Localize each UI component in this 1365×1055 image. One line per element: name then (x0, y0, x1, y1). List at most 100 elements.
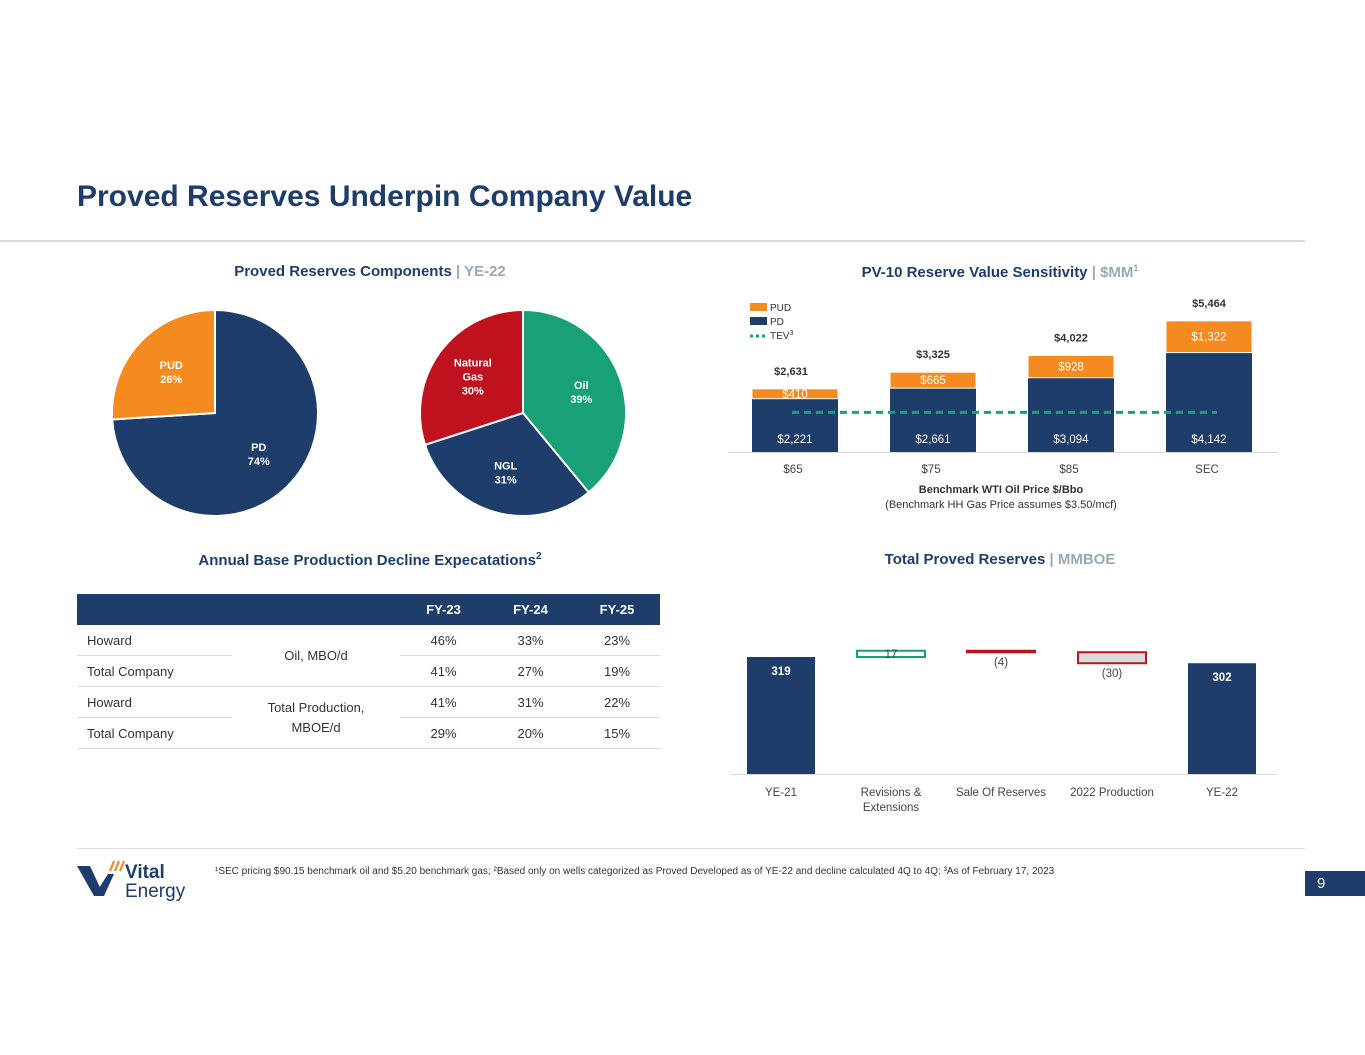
logo-accent-icon (108, 860, 116, 872)
pud-bar (1027, 354, 1115, 379)
cell-value: 19% (574, 655, 660, 687)
pd-value-label: $2,221 (777, 434, 812, 446)
legend-tev-label: TEV3 (770, 330, 793, 342)
pd-bar (752, 398, 838, 452)
cell-value: 23% (574, 625, 660, 656)
row-name: Total Company (77, 717, 232, 749)
pv10-subtitle: $MM (1100, 264, 1134, 281)
pud-value-label: $1,322 (1191, 332, 1226, 344)
commodity-slice-label: 39% (570, 394, 592, 406)
bar-value-label: 17 (885, 649, 898, 661)
page-number: 9 (1305, 871, 1365, 896)
legend-pud-swatch (750, 303, 767, 311)
bar-value-label: (30) (1102, 668, 1123, 680)
x-tick-label: YE-22 (1206, 787, 1238, 799)
x-tick-label: Sale Of Reserves (956, 787, 1046, 799)
reserves-title-sep: | (1049, 551, 1054, 568)
x-tick-label: SEC (1195, 464, 1219, 476)
logo-accent-icon (118, 860, 126, 872)
decrease-bar (966, 649, 1036, 654)
pud-value-label: $665 (920, 375, 946, 387)
footer-divider (77, 848, 1305, 849)
total-value-label: $3,325 (916, 349, 950, 361)
unit-label: Total Production, MBOE/d (232, 686, 400, 749)
decline-title-text: Annual Base Production Decline Expecatat… (198, 552, 537, 569)
table-row: Howard Oil, MBO/d 46% 33% 23% (77, 625, 660, 687)
pie-title-sep: | (455, 263, 461, 280)
decline-section-title: Annual Base Production Decline Expecatat… (120, 551, 620, 569)
logo-text-vital: Vital (125, 862, 165, 883)
cell-value: 41% (400, 655, 487, 687)
reserves-waterfall-chart: 319 YE-21 17 Revisions & Extensions (4) Sale O… (730, 649, 1277, 814)
table-row: Howard Total Production, MBOE/d 41% 31% … (77, 686, 660, 749)
total-value-label: $2,631 (774, 366, 808, 378)
total-bar (747, 657, 815, 774)
pv10-section-title: PV-10 Reserve Value Sensitivity | $MM1 (800, 263, 1200, 281)
x-axis-note: (Benchmark HH Gas Price assumes $3.50/mc… (885, 499, 1117, 511)
pd-bar (1028, 377, 1114, 452)
pie-subtitle: YE-22 (464, 263, 506, 280)
reserves-subtitle: MMBOE (1057, 551, 1116, 568)
commodity-slice-label: NGL (494, 461, 518, 473)
table-row: Total Company 29% 20% 15% (77, 717, 660, 749)
cell-value: 33% (487, 625, 574, 656)
pv10-subtitle-sup: 1 (1133, 263, 1139, 273)
x-tick-label: $75 (921, 464, 940, 476)
decline-header-fy25: FY-25 (574, 594, 660, 625)
footnote: ¹SEC pricing $90.15 benchmark oil and $5… (215, 866, 1055, 877)
decline-header-blank (232, 594, 400, 625)
x-tick-label: $65 (783, 464, 802, 476)
reserve-type-pie: PD 74% PUD 26% (111, 308, 319, 517)
reserve-type-slice (111, 308, 216, 421)
reserve-type-slice-label: PD (251, 442, 266, 454)
commodity-slice-label: Gas (462, 372, 483, 384)
commodity-slice (522, 308, 627, 494)
bar-value-label: 302 (1212, 672, 1231, 684)
x-tick-label: Revisions & (861, 787, 922, 799)
title-divider (0, 240, 1305, 242)
x-tick-label: Extensions (863, 802, 920, 814)
row-name: Total Company (77, 655, 232, 687)
commodity-slice (419, 308, 524, 447)
commodity-slice-label: 31% (495, 475, 517, 487)
pud-value-label: $410 (782, 389, 808, 401)
total-value-label: $4,022 (1054, 332, 1088, 344)
cell-value: 27% (487, 655, 574, 687)
total-bar (1188, 663, 1256, 774)
bar-value-label: (4) (994, 657, 1008, 669)
pud-bar (1165, 320, 1253, 354)
pud-bar (751, 388, 839, 400)
decrease-bar (1077, 651, 1147, 665)
pie-title-text: Proved Reserves Components (234, 263, 452, 280)
pd-bar (890, 388, 976, 452)
commodity-slice-label: 30% (462, 386, 484, 398)
decline-header-fy23: FY-23 (400, 594, 487, 625)
x-tick-label: YE-21 (765, 787, 797, 799)
legend-pd-swatch (750, 317, 767, 325)
increase-bar (856, 649, 926, 658)
decline-header-row: FY-23 FY-24 FY-25 (77, 594, 660, 625)
reserve-type-slice-label: PUD (160, 360, 183, 372)
logo-accent-icon (113, 860, 121, 872)
pd-value-label: $2,661 (915, 434, 950, 446)
unit-label: Oil, MBO/d (232, 625, 400, 687)
legend-pud-label: PUD (770, 303, 791, 314)
page-title: Proved Reserves Underpin Company Value (77, 180, 693, 213)
pud-value-label: $928 (1058, 362, 1084, 374)
cell-value: 46% (400, 625, 487, 656)
decline-table: FY-23 FY-24 FY-25 Howard Oil, MBO/d 46% … (77, 594, 660, 749)
cell-value: 31% (487, 686, 574, 718)
pie-section-title: Proved Reserves Components | YE-22 (160, 263, 580, 280)
row-name: Howard (77, 625, 232, 656)
cell-value: 29% (400, 717, 487, 749)
total-value-label: $5,464 (1192, 298, 1227, 310)
commodity-slice-label: Natural (454, 358, 492, 370)
unit-label-text: Total Production, MBOE/d (267, 699, 365, 735)
cell-value: 15% (574, 717, 660, 749)
bar-value-label: 319 (771, 666, 790, 678)
pv10-chart: PUD PD TEV3 $2,221 $410 $2,631 $65 $2,661 $665 $3… (728, 298, 1278, 511)
pd-value-label: $4,142 (1191, 434, 1226, 446)
x-tick-label: $85 (1059, 464, 1078, 476)
commodity-slice-label: Oil (574, 380, 589, 392)
reserves-section-title: Total Proved Reserves | MMBOE (800, 551, 1200, 568)
